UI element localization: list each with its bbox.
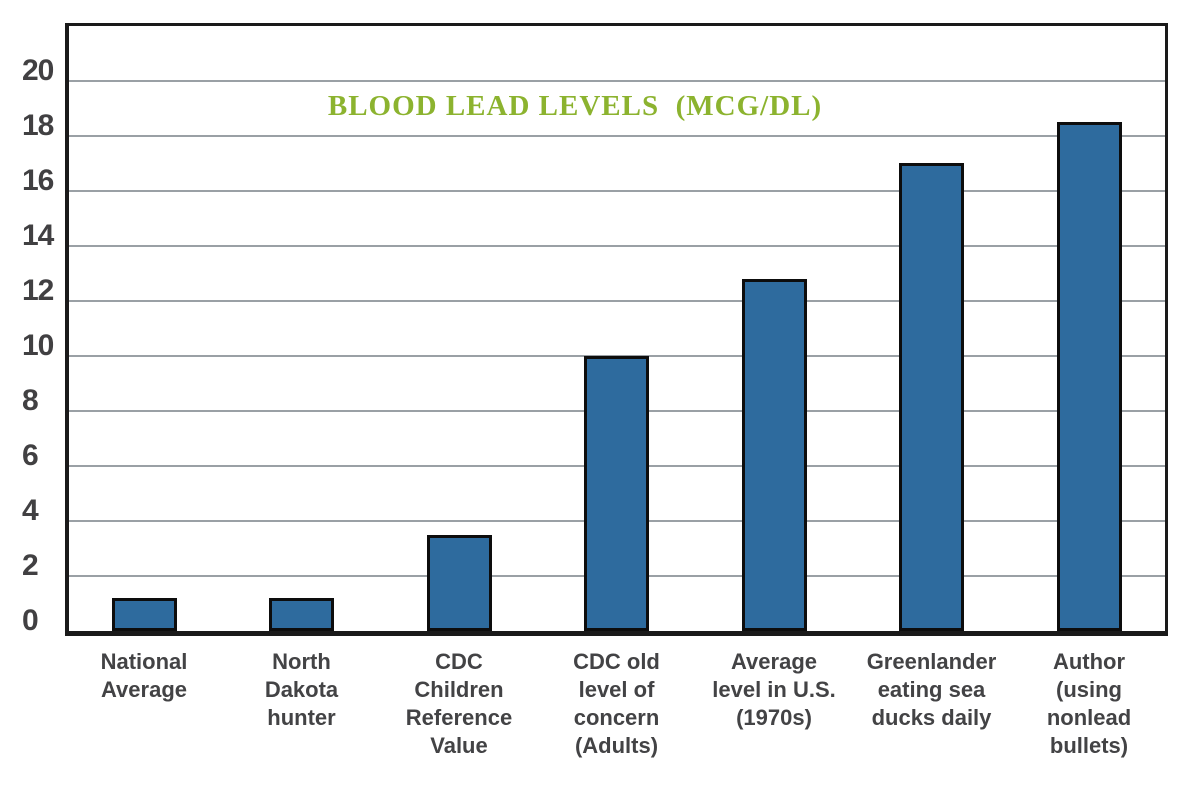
y-tick-label-20: 20 — [22, 54, 54, 87]
bar-6 — [899, 163, 964, 631]
y-tick-label-0: 0 — [22, 604, 39, 637]
gridline-y18 — [69, 135, 1165, 137]
plot-area: BLOOD LEAD LEVELS (MCG/DL) — [65, 23, 1168, 636]
x-category-label-4: CDC old level of concern (Adults) — [573, 649, 660, 758]
bar-1 — [111, 598, 177, 631]
bar-2 — [269, 598, 334, 631]
x-category-label-1: National Average — [100, 649, 188, 702]
x-axis-labels: National Average North Dakota hunter CDC C… — [0, 648, 1200, 788]
x-category-label-3: CDC Children Reference Value — [405, 649, 513, 758]
y-tick-label-2: 2 — [22, 549, 39, 582]
x-category-label-2: North Dakota hunter — [264, 649, 339, 730]
gridline-y12 — [69, 300, 1165, 302]
y-tick-label-8: 8 — [22, 384, 39, 417]
y-tick-label-10: 10 — [22, 329, 54, 362]
y-tick-label-4: 4 — [22, 494, 39, 527]
x-category-label-5: Average level in U.S. (1970s) — [712, 649, 836, 730]
gridline-y14 — [69, 245, 1165, 247]
y-tick-label-16: 16 — [22, 164, 54, 197]
x-category-label-7: Author (using nonlead bullets) — [1046, 649, 1132, 758]
y-tick-label-14: 14 — [22, 219, 54, 252]
x-category-label-6: Greenlander eating sea ducks daily — [866, 649, 997, 730]
bar-4 — [584, 356, 649, 631]
bar-7 — [1056, 122, 1122, 631]
plot-inner: BLOOD LEAD LEVELS (MCG/DL) — [69, 26, 1165, 631]
y-axis: 0 2 4 6 8 10 12 14 16 18 20 — [0, 23, 61, 636]
gridline-y20 — [69, 80, 1165, 82]
bar-3 — [426, 535, 492, 631]
bar-5 — [741, 279, 807, 631]
y-tick-label-18: 18 — [22, 109, 54, 142]
chart-title: BLOOD LEAD LEVELS (MCG/DL) — [327, 90, 823, 122]
y-tick-label-12: 12 — [22, 274, 54, 307]
gridline-y16 — [69, 190, 1165, 192]
y-tick-label-6: 6 — [22, 439, 39, 472]
